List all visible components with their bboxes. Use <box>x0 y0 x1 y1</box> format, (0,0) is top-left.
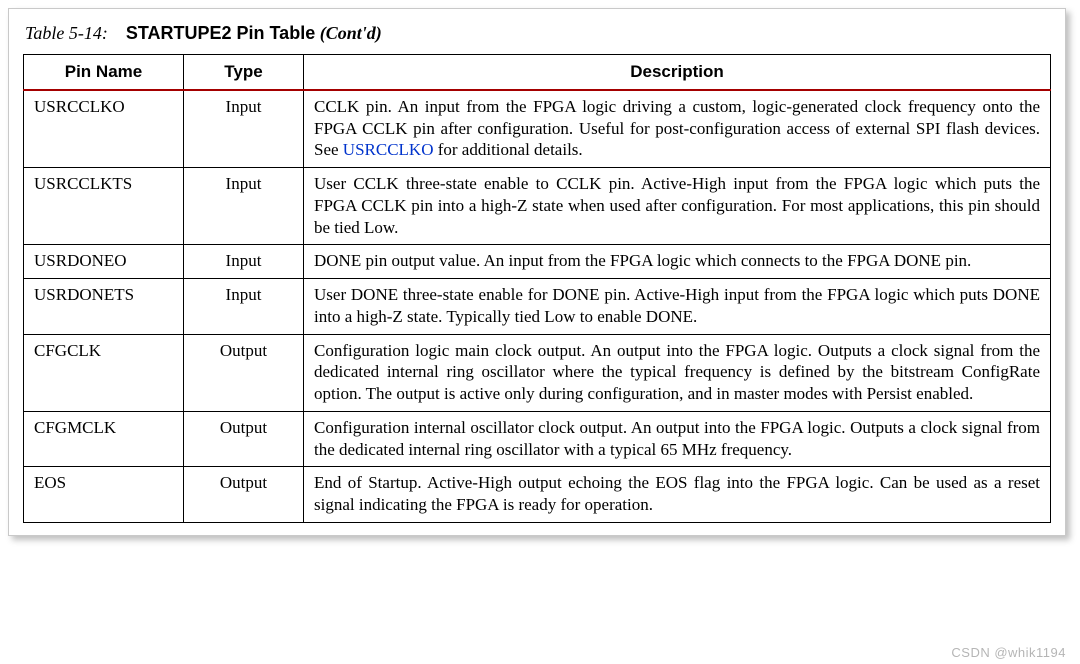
pin-desc: CCLK pin. An input from the FPGA logic d… <box>304 90 1051 168</box>
pin-desc: Configuration internal oscillator clock … <box>304 411 1051 467</box>
desc-text-b: for additional details. <box>433 140 582 159</box>
table-row: USRDONETS Input User DONE three-state en… <box>24 279 1051 335</box>
pin-name: USRDONEO <box>24 245 184 279</box>
pin-type: Output <box>184 334 304 411</box>
pin-name: USRCCLKTS <box>24 168 184 245</box>
pin-desc: User DONE three-state enable for DONE pi… <box>304 279 1051 335</box>
pin-desc: Configuration logic main clock output. A… <box>304 334 1051 411</box>
pin-desc: DONE pin output value. An input from the… <box>304 245 1051 279</box>
table-row: USRCCLKO Input CCLK pin. An input from t… <box>24 90 1051 168</box>
pin-type: Output <box>184 411 304 467</box>
table-row: EOS Output End of Startup. Active-High o… <box>24 467 1051 523</box>
sheet: Table 5-14: STARTUPE2 Pin Table (Cont'd)… <box>8 8 1066 536</box>
usrcclko-link[interactable]: USRCCLKO <box>343 140 434 159</box>
table-row: CFGCLK Output Configuration logic main c… <box>24 334 1051 411</box>
pin-type: Input <box>184 90 304 168</box>
title-contd: (Cont'd) <box>320 23 382 43</box>
table-row: CFGMCLK Output Configuration internal os… <box>24 411 1051 467</box>
pin-type: Input <box>184 168 304 245</box>
pin-name: CFGCLK <box>24 334 184 411</box>
page: Table 5-14: STARTUPE2 Pin Table (Cont'd)… <box>0 0 1080 664</box>
col-header-type: Type <box>184 55 304 90</box>
col-header-name: Pin Name <box>24 55 184 90</box>
pin-desc: User CCLK three-state enable to CCLK pin… <box>304 168 1051 245</box>
watermark: CSDN @whik1194 <box>951 645 1066 660</box>
pin-desc: End of Startup. Active-High output echoi… <box>304 467 1051 523</box>
pin-name: EOS <box>24 467 184 523</box>
pin-type: Output <box>184 467 304 523</box>
pin-type: Input <box>184 279 304 335</box>
pin-name: USRCCLKO <box>24 90 184 168</box>
table-row: USRCCLKTS Input User CCLK three-state en… <box>24 168 1051 245</box>
pin-name: CFGMCLK <box>24 411 184 467</box>
pin-name: USRDONETS <box>24 279 184 335</box>
title-main: STARTUPE2 Pin Table <box>126 23 315 43</box>
table-title: Table 5-14: STARTUPE2 Pin Table (Cont'd) <box>25 23 1049 44</box>
col-header-desc: Description <box>304 55 1051 90</box>
title-label: Table 5-14: <box>25 23 108 43</box>
table-header-row: Pin Name Type Description <box>24 55 1051 90</box>
pin-table: Pin Name Type Description USRCCLKO Input… <box>23 54 1051 523</box>
pin-type: Input <box>184 245 304 279</box>
table-row: USRDONEO Input DONE pin output value. An… <box>24 245 1051 279</box>
